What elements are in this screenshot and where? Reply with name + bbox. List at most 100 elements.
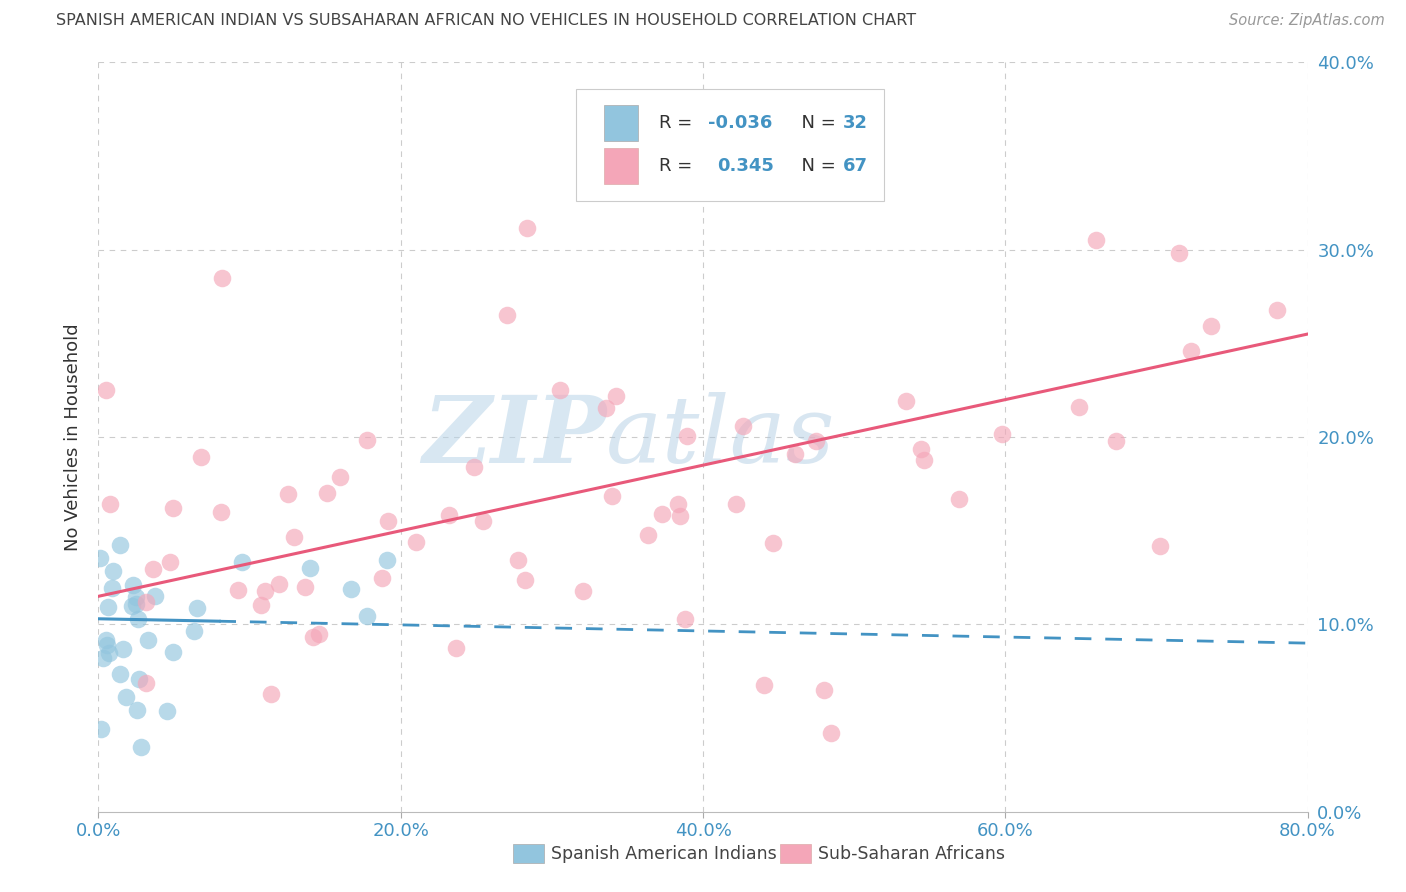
- Point: [91, 650, 114, 665]
- Text: -0.036: -0.036: [707, 114, 772, 132]
- Point: [141, 562, 163, 576]
- Point: [377, 514, 399, 528]
- Point: [806, 434, 828, 449]
- Text: atlas: atlas: [606, 392, 835, 482]
- Point: [183, 624, 205, 638]
- FancyBboxPatch shape: [603, 105, 638, 141]
- Point: [1085, 233, 1108, 247]
- Point: [673, 612, 696, 626]
- Point: [143, 589, 166, 603]
- Point: [571, 584, 593, 599]
- Point: [651, 508, 673, 522]
- Point: [1149, 539, 1171, 553]
- Point: [948, 491, 970, 506]
- Point: [231, 555, 253, 569]
- Point: [637, 528, 659, 542]
- Point: [267, 577, 290, 591]
- Text: N =: N =: [790, 114, 842, 132]
- FancyBboxPatch shape: [603, 148, 638, 184]
- Point: [89, 551, 111, 566]
- Point: [159, 555, 181, 569]
- Point: [513, 573, 536, 587]
- Point: [495, 308, 517, 322]
- Point: [294, 580, 316, 594]
- Point: [283, 530, 305, 544]
- Point: [371, 571, 394, 585]
- Point: [405, 535, 427, 549]
- Point: [108, 667, 131, 681]
- Point: [209, 505, 232, 519]
- Text: SPANISH AMERICAN INDIAN VS SUBSAHARAN AFRICAN NO VEHICLES IN HOUSEHOLD CORRELATI: SPANISH AMERICAN INDIAN VS SUBSAHARAN AF…: [56, 13, 917, 29]
- Point: [609, 139, 631, 153]
- Point: [1067, 400, 1090, 414]
- Point: [1167, 246, 1189, 260]
- Point: [162, 500, 184, 515]
- Point: [103, 564, 125, 578]
- Point: [356, 433, 378, 447]
- Point: [725, 497, 748, 511]
- Point: [211, 271, 233, 285]
- Point: [277, 487, 299, 501]
- Y-axis label: No Vehicles in Household: No Vehicles in Household: [65, 323, 83, 551]
- Point: [156, 704, 179, 718]
- Point: [508, 552, 530, 566]
- Point: [90, 722, 112, 736]
- Point: [910, 442, 932, 456]
- Point: [991, 427, 1014, 442]
- Point: [329, 470, 352, 484]
- Point: [115, 690, 138, 705]
- Point: [894, 394, 917, 409]
- Point: [121, 578, 143, 592]
- Point: [437, 508, 460, 522]
- Point: [762, 536, 785, 550]
- Point: [340, 582, 363, 596]
- Point: [259, 687, 281, 701]
- Point: [308, 626, 330, 640]
- Text: R =: R =: [659, 157, 704, 175]
- Point: [471, 514, 494, 528]
- Point: [186, 601, 208, 615]
- Text: ZIP: ZIP: [422, 392, 606, 482]
- Point: [1104, 434, 1126, 448]
- Point: [301, 630, 323, 644]
- Point: [254, 584, 277, 599]
- Text: Spanish American Indians: Spanish American Indians: [551, 845, 778, 863]
- Point: [356, 609, 378, 624]
- Text: Source: ZipAtlas.com: Source: ZipAtlas.com: [1229, 13, 1385, 29]
- Point: [135, 595, 157, 609]
- Point: [912, 453, 935, 467]
- Point: [666, 498, 689, 512]
- Point: [1267, 302, 1289, 317]
- Text: Sub-Saharan Africans: Sub-Saharan Africans: [818, 845, 1005, 863]
- Point: [1201, 319, 1223, 334]
- Text: 32: 32: [844, 114, 869, 132]
- Point: [136, 632, 159, 647]
- Point: [298, 561, 321, 575]
- Point: [446, 640, 468, 655]
- Point: [100, 497, 122, 511]
- Text: 0.345: 0.345: [717, 157, 775, 175]
- Point: [129, 739, 152, 754]
- Point: [548, 383, 571, 397]
- Point: [94, 632, 117, 647]
- Text: N =: N =: [790, 157, 842, 175]
- Point: [226, 583, 249, 598]
- Point: [820, 726, 842, 740]
- Text: 67: 67: [844, 157, 869, 175]
- Point: [250, 598, 273, 612]
- Text: R =: R =: [659, 114, 699, 132]
- Point: [375, 553, 398, 567]
- Point: [125, 597, 148, 611]
- Point: [1180, 343, 1202, 358]
- Point: [125, 703, 148, 717]
- Point: [101, 581, 124, 595]
- Point: [731, 418, 754, 433]
- Point: [190, 450, 212, 465]
- Point: [128, 672, 150, 686]
- Point: [315, 486, 337, 500]
- Point: [676, 428, 699, 442]
- Point: [595, 401, 617, 415]
- Point: [135, 676, 157, 690]
- Point: [94, 384, 117, 398]
- Point: [783, 447, 806, 461]
